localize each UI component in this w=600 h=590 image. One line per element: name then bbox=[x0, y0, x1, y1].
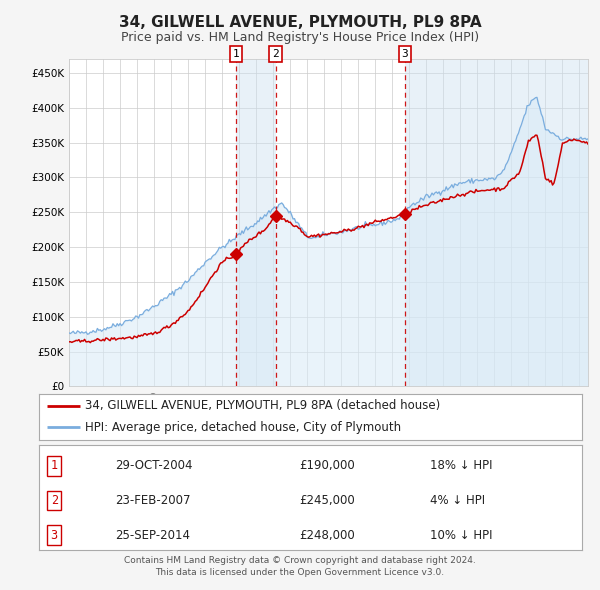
Text: 2: 2 bbox=[50, 494, 58, 507]
Text: £248,000: £248,000 bbox=[299, 529, 355, 542]
Text: 1: 1 bbox=[233, 49, 239, 59]
Text: Price paid vs. HM Land Registry's House Price Index (HPI): Price paid vs. HM Land Registry's House … bbox=[121, 31, 479, 44]
Text: 2: 2 bbox=[272, 49, 279, 59]
Text: 18% ↓ HPI: 18% ↓ HPI bbox=[430, 460, 493, 473]
Text: 3: 3 bbox=[401, 49, 408, 59]
Text: £245,000: £245,000 bbox=[299, 494, 355, 507]
Text: 1: 1 bbox=[50, 460, 58, 473]
Text: 4% ↓ HPI: 4% ↓ HPI bbox=[430, 494, 485, 507]
Text: 29-OCT-2004: 29-OCT-2004 bbox=[115, 460, 193, 473]
Text: 23-FEB-2007: 23-FEB-2007 bbox=[115, 494, 191, 507]
Text: Contains HM Land Registry data © Crown copyright and database right 2024.: Contains HM Land Registry data © Crown c… bbox=[124, 556, 476, 565]
Bar bbox=[236, 59, 275, 386]
Text: £190,000: £190,000 bbox=[299, 460, 355, 473]
Text: 3: 3 bbox=[50, 529, 58, 542]
Bar bbox=[405, 59, 588, 386]
Text: 34, GILWELL AVENUE, PLYMOUTH, PL9 8PA (detached house): 34, GILWELL AVENUE, PLYMOUTH, PL9 8PA (d… bbox=[85, 399, 440, 412]
Text: 10% ↓ HPI: 10% ↓ HPI bbox=[430, 529, 493, 542]
Text: 34, GILWELL AVENUE, PLYMOUTH, PL9 8PA: 34, GILWELL AVENUE, PLYMOUTH, PL9 8PA bbox=[119, 15, 481, 30]
Text: 25-SEP-2014: 25-SEP-2014 bbox=[115, 529, 190, 542]
Text: This data is licensed under the Open Government Licence v3.0.: This data is licensed under the Open Gov… bbox=[155, 568, 445, 576]
Text: HPI: Average price, detached house, City of Plymouth: HPI: Average price, detached house, City… bbox=[85, 421, 401, 434]
